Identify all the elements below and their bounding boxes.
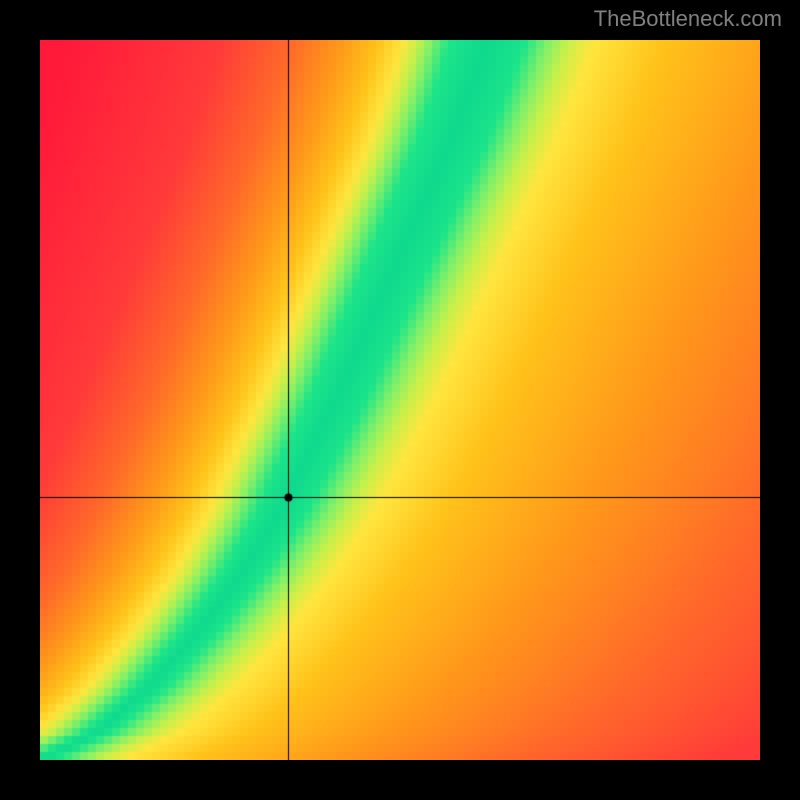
heatmap-canvas — [40, 40, 760, 760]
watermark-text: TheBottleneck.com — [594, 6, 782, 32]
bottleneck-heatmap — [40, 40, 760, 760]
